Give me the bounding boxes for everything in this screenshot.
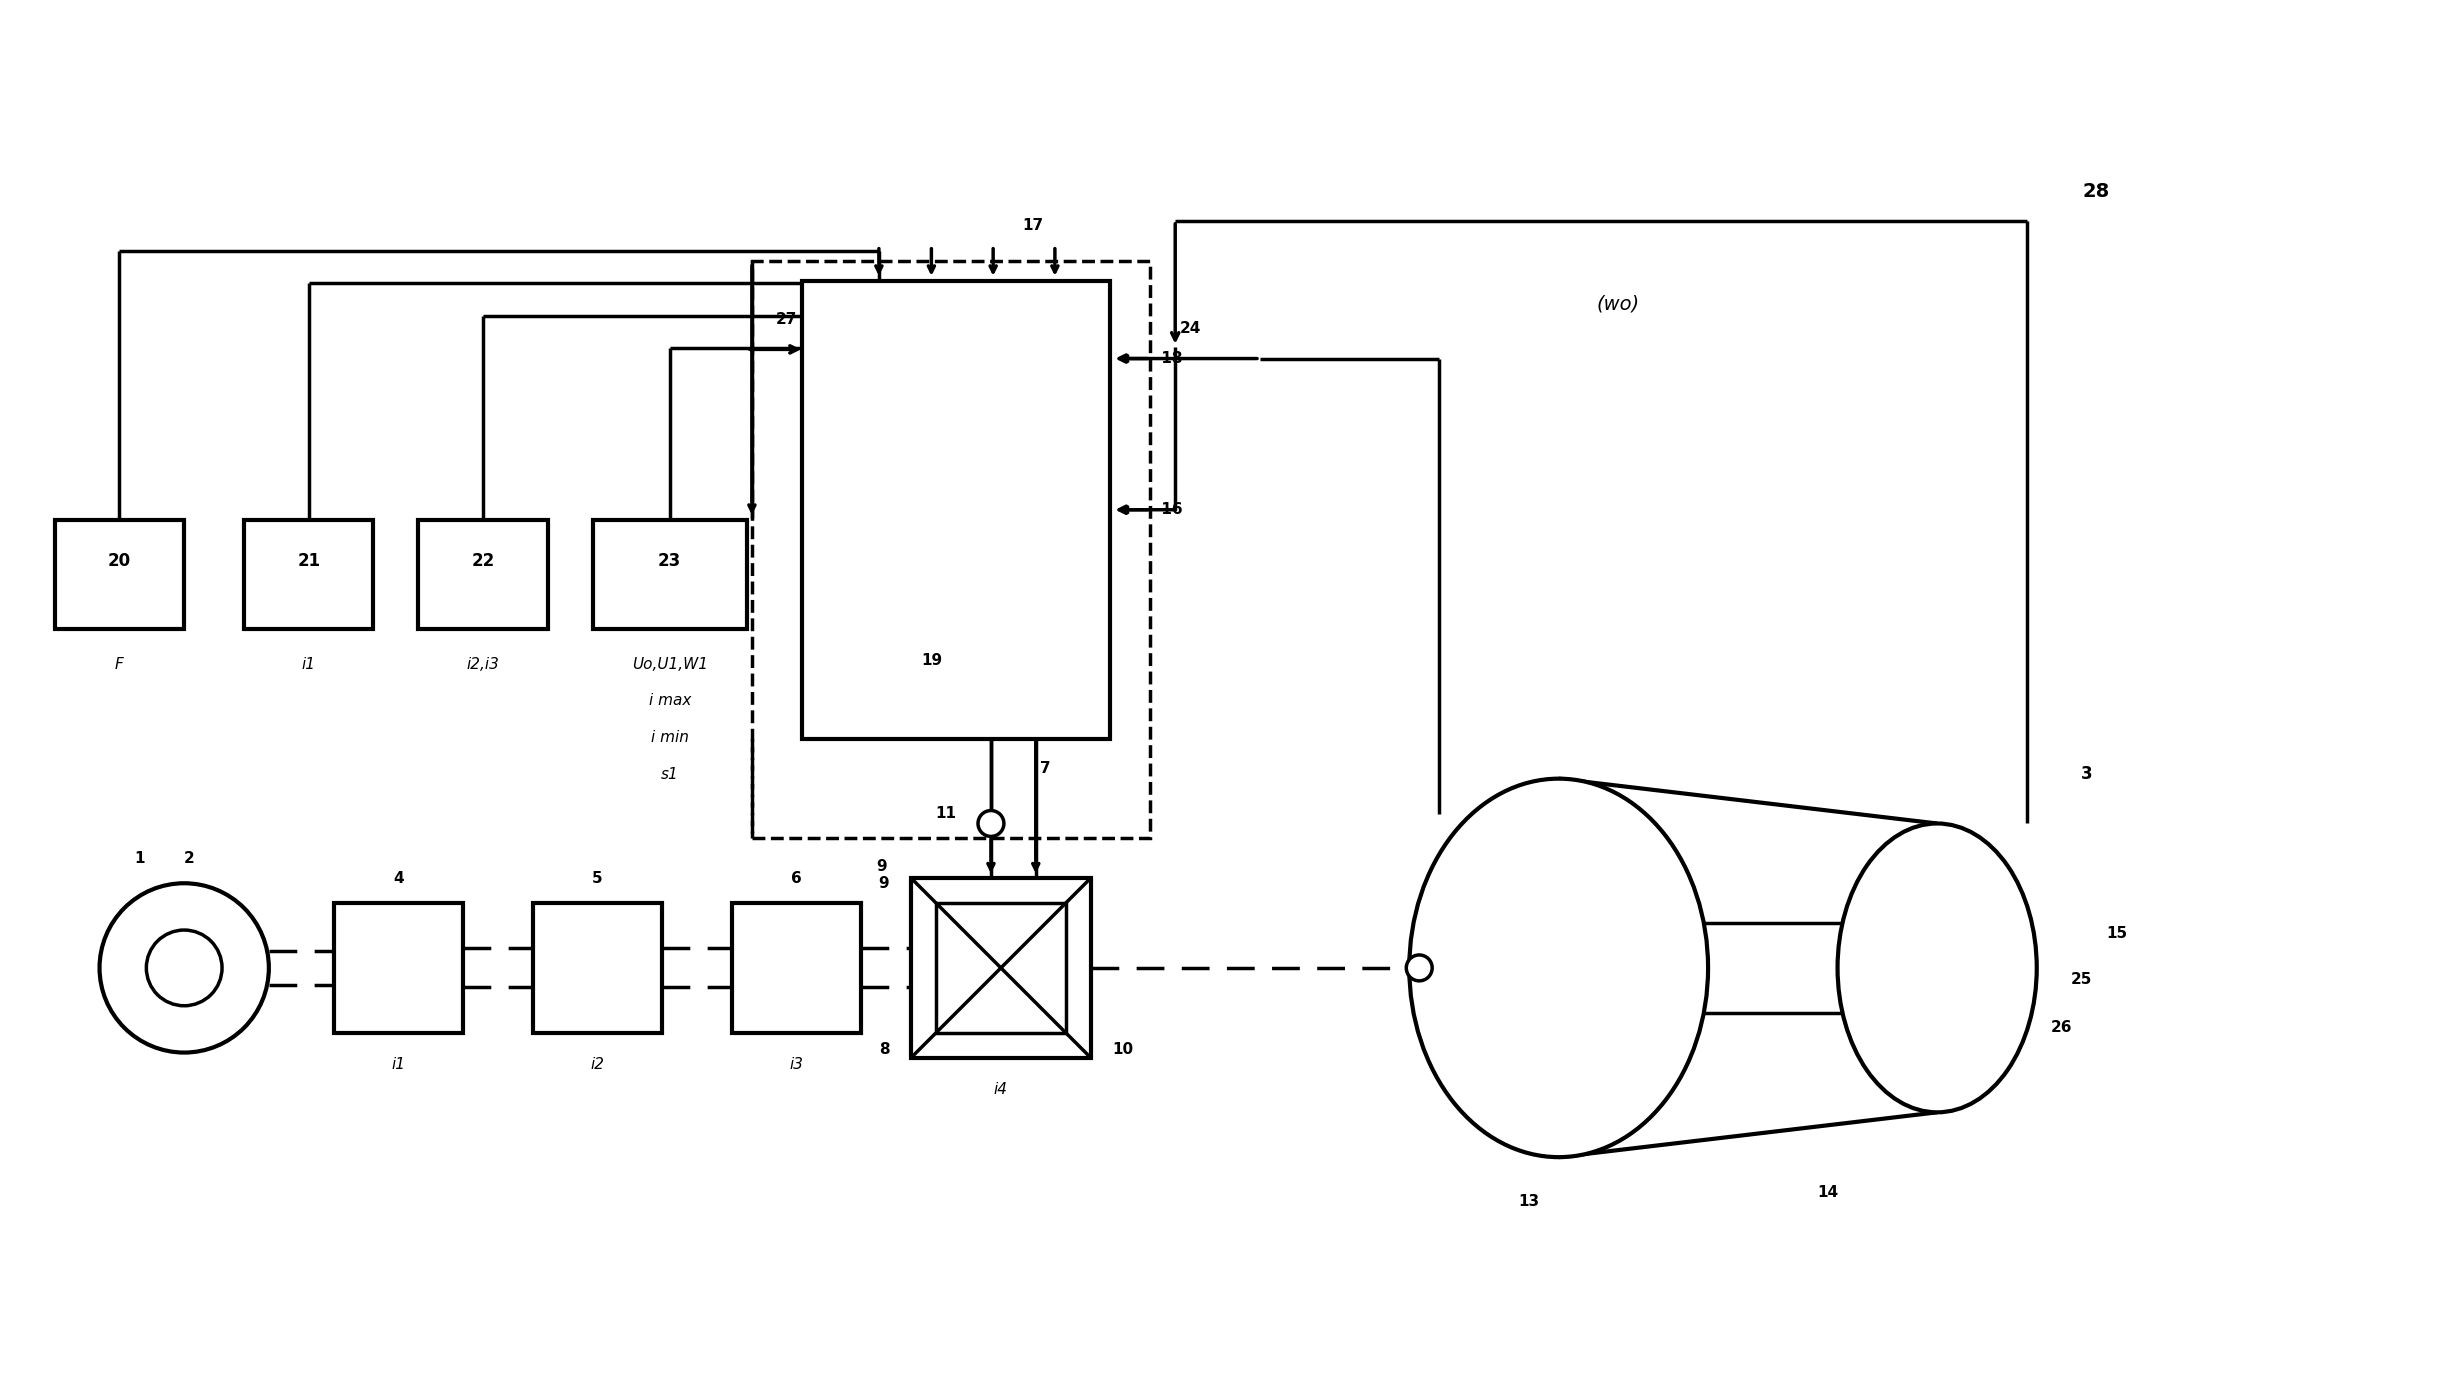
Bar [801,281,1111,739]
Bar [54,519,184,629]
Text: -18: -18 [1155,351,1182,367]
Bar [936,903,1066,1032]
Bar [732,903,862,1032]
Bar [243,519,373,629]
Text: i1: i1 [302,657,314,672]
Text: i2,i3: i2,i3 [467,657,499,672]
Text: 5: 5 [592,871,602,886]
Text: -16: -16 [1155,503,1182,517]
Text: 26: 26 [2052,1020,2071,1035]
Text: 7: 7 [1039,761,1052,776]
Text: 2: 2 [184,851,194,865]
Text: 25: 25 [2071,972,2093,988]
Circle shape [147,931,221,1006]
Text: 9: 9 [877,858,887,874]
Text: i2: i2 [590,1057,604,1072]
Text: 17: 17 [1022,218,1044,233]
Bar [334,903,462,1032]
Text: i4: i4 [995,1082,1007,1097]
Text: Uo,U1,W1: Uo,U1,W1 [631,657,708,672]
Bar [592,519,747,629]
Text: 21: 21 [297,553,319,571]
Text: s1: s1 [661,767,678,782]
Text: 22: 22 [472,553,494,571]
Text: 19: 19 [921,653,943,668]
Text: 28: 28 [2084,182,2111,200]
Text: 6: 6 [791,871,801,886]
Text: 23: 23 [658,553,681,571]
Text: i max: i max [649,693,690,708]
Text: 14: 14 [1818,1185,1838,1200]
Ellipse shape [1838,824,2037,1113]
Text: i3: i3 [789,1057,803,1072]
Text: i min: i min [651,731,688,746]
Text: (wo): (wo) [1597,294,1639,314]
Text: 9: 9 [880,875,889,890]
Circle shape [1405,956,1432,981]
Ellipse shape [1410,779,1708,1157]
Bar [418,519,548,629]
Text: 1: 1 [135,851,145,865]
Text: 24: 24 [1179,321,1201,336]
Bar [912,878,1091,1057]
Bar [752,261,1150,839]
Text: 8: 8 [880,1042,889,1057]
Text: 4: 4 [393,871,403,886]
Bar [533,903,663,1032]
Circle shape [101,883,268,1053]
Text: i1: i1 [391,1057,405,1072]
Text: F: F [115,657,123,672]
Text: 13: 13 [1518,1195,1541,1210]
Text: 10: 10 [1113,1042,1133,1057]
Text: 3: 3 [2081,765,2093,782]
Circle shape [978,811,1005,836]
Text: 27: 27 [776,313,799,326]
Text: 11: 11 [936,806,956,821]
Text: 15: 15 [2106,925,2128,940]
Text: 20: 20 [108,553,130,571]
